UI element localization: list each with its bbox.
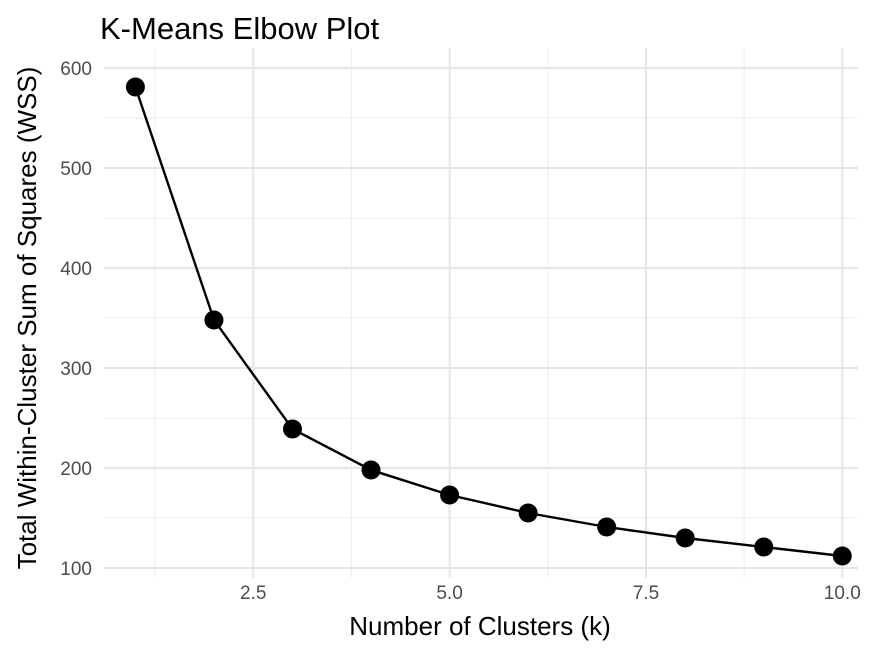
wss-point: [440, 485, 460, 505]
x-tick-label: 5.0: [436, 583, 462, 604]
y-tick-label: 600: [60, 59, 92, 80]
x-axis-title: Number of Clusters (k): [349, 611, 611, 641]
y-axis-ticks: 100 200 300 400 500 600: [60, 59, 92, 580]
wss-point: [675, 528, 695, 548]
x-tick-label: 10.0: [824, 583, 861, 604]
wss-point: [597, 517, 617, 537]
x-axis-ticks: 2.5 5.0 7.5 10.0: [240, 583, 861, 604]
y-tick-label: 400: [60, 259, 92, 280]
wss-point: [361, 460, 381, 480]
grid: [104, 48, 858, 578]
y-tick-label: 100: [60, 559, 92, 580]
wss-point: [125, 77, 145, 97]
y-axis-title: Total Within-Cluster Sum of Squares (WSS…: [12, 67, 42, 570]
wss-point: [518, 503, 538, 523]
wss-point: [754, 537, 774, 557]
series: [125, 77, 852, 566]
wss-point: [204, 310, 224, 330]
wss-line: [134, 86, 843, 558]
x-tick-label: 2.5: [240, 583, 266, 604]
wss-point: [832, 546, 852, 566]
chart-title: K-Means Elbow Plot: [100, 11, 380, 46]
y-tick-label: 200: [60, 459, 92, 480]
y-tick-label: 300: [60, 359, 92, 380]
y-tick-label: 500: [60, 159, 92, 180]
x-tick-label: 7.5: [633, 583, 659, 604]
wss-point: [283, 419, 302, 439]
